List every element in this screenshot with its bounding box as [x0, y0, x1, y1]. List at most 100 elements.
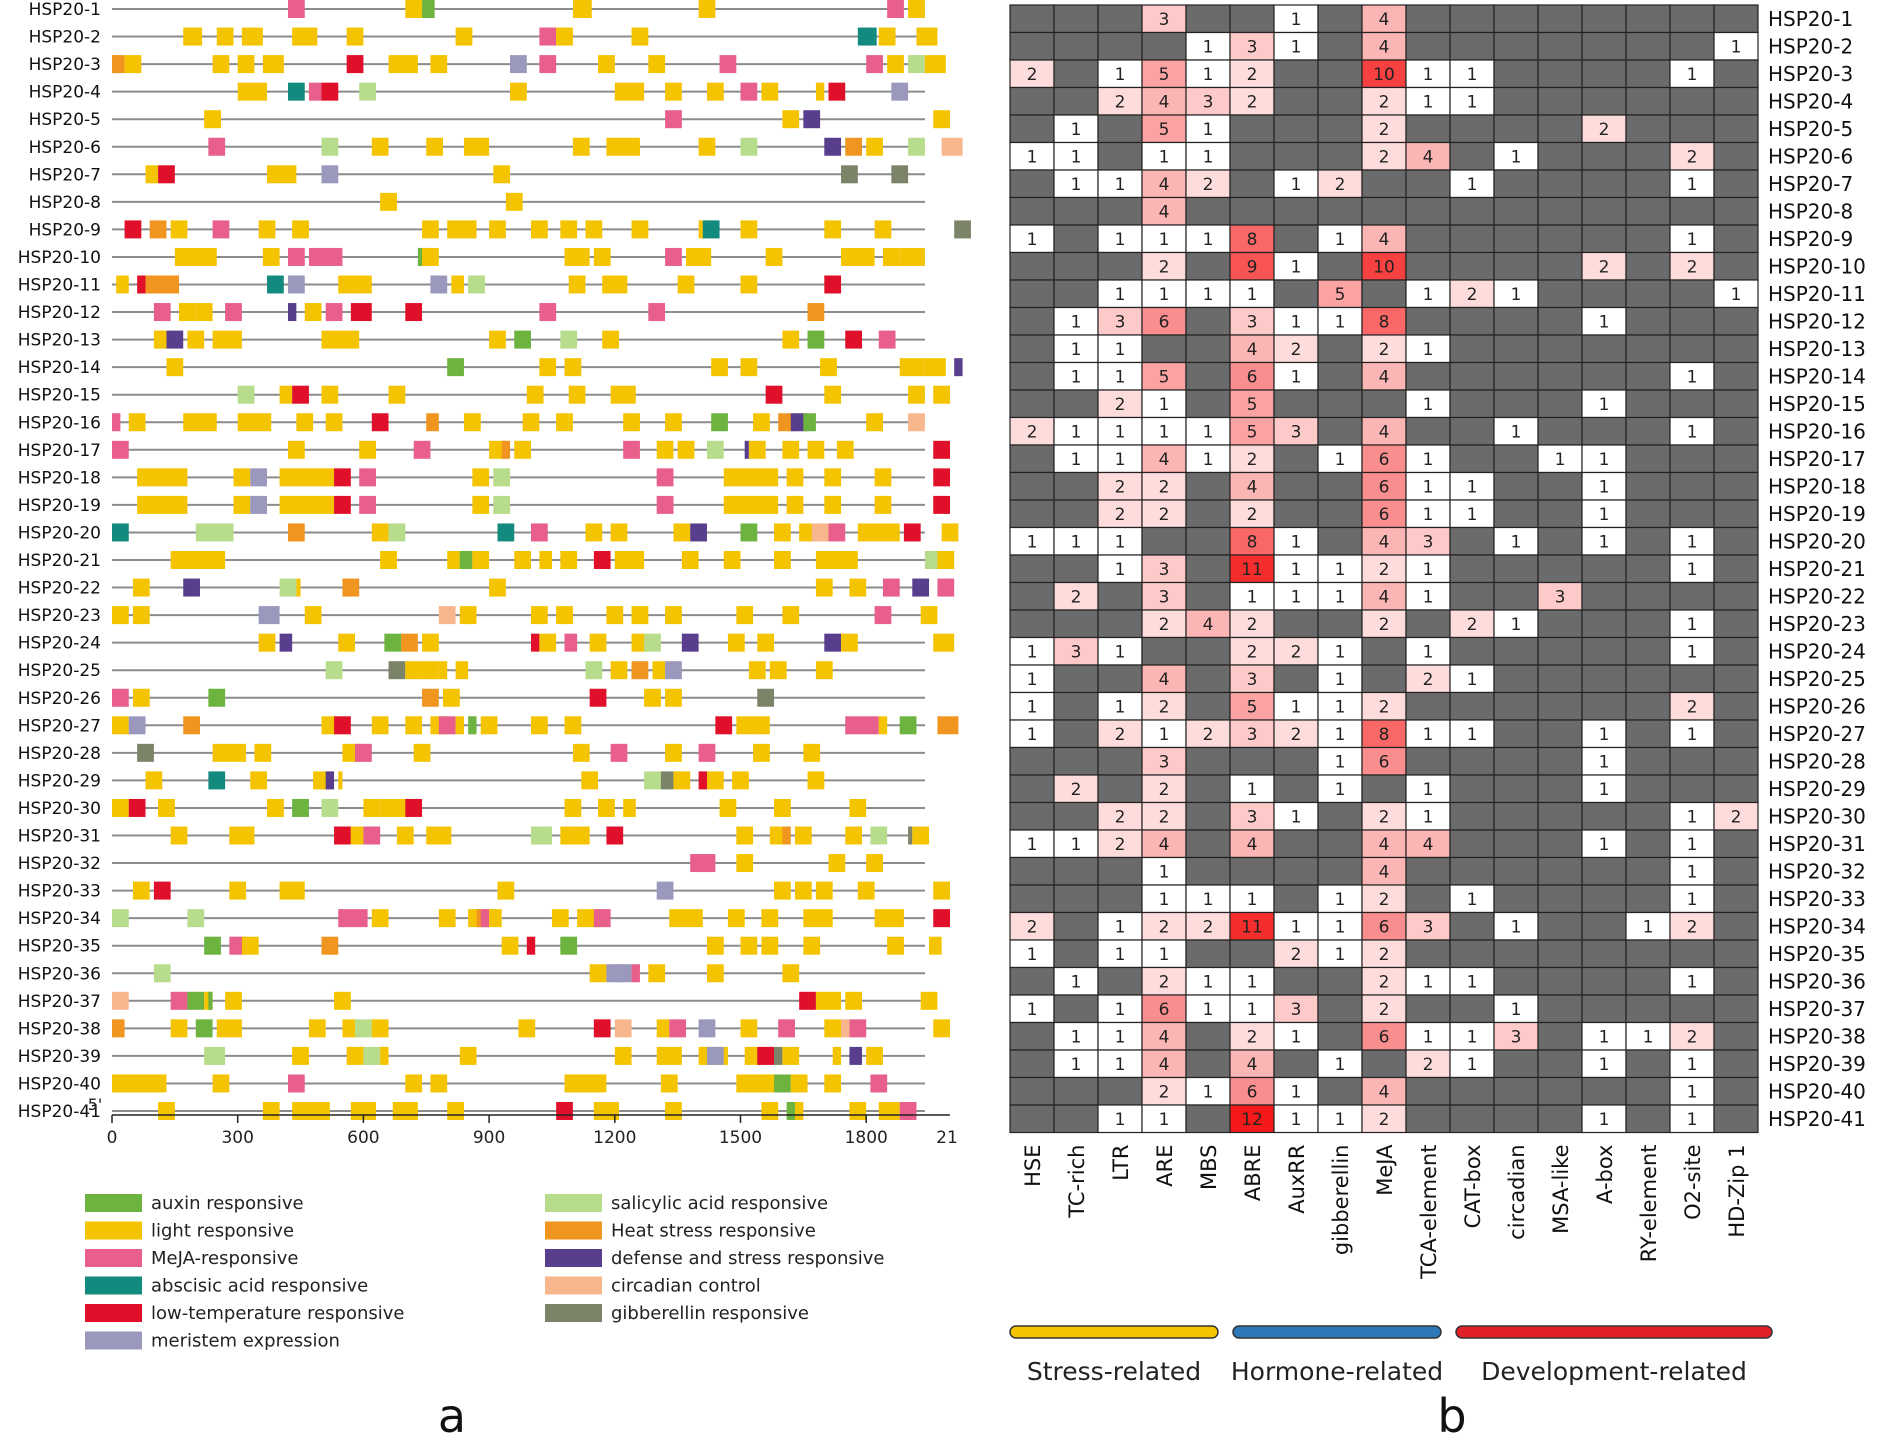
gene-label: HSP20-1 — [29, 0, 101, 20]
element-light — [568, 385, 586, 404]
element-light — [769, 661, 787, 680]
heatmap-cell — [1625, 4, 1671, 34]
heatmap-cell — [1493, 389, 1539, 419]
heatmap-cell — [1273, 86, 1319, 116]
heatmap-cell — [1669, 636, 1715, 666]
cell-value: 1 — [1423, 340, 1434, 360]
heatmap-cell — [1185, 31, 1231, 61]
heatmap-cell — [1185, 719, 1231, 749]
heatmap-column-label: A-box — [1593, 1145, 1617, 1204]
element-meja — [866, 55, 883, 74]
gene-label: HSP20-28 — [18, 744, 101, 764]
heatmap-cell — [1493, 499, 1539, 529]
element-light — [292, 1046, 309, 1065]
element-light — [250, 771, 268, 790]
heatmap-cell — [1625, 114, 1671, 144]
cell-value: 1 — [1027, 642, 1038, 662]
heatmap-cell — [1229, 114, 1275, 144]
element-meja — [359, 468, 376, 487]
element-light — [585, 523, 603, 542]
element-defense — [824, 633, 842, 652]
legend-swatch-gib — [545, 1304, 602, 1322]
element-light — [556, 606, 573, 625]
heatmap-cell — [1361, 526, 1407, 556]
heatmap-cell — [1009, 719, 1055, 749]
heatmap-cell — [1273, 224, 1319, 254]
heatmap-cell — [1185, 609, 1231, 639]
promoter-rows: HSP20-1HSP20-2HSP20-3HSP20-4HSP20-5HSP20… — [18, 0, 971, 1122]
heatmap-cell — [1273, 746, 1319, 776]
heatmap-cell — [1229, 1076, 1275, 1106]
heatmap-cell — [1141, 1076, 1187, 1106]
heatmap-cell — [1713, 581, 1759, 611]
element-circadian — [811, 523, 829, 542]
cell-value: 1 — [1335, 752, 1346, 772]
element-light — [727, 909, 745, 928]
element-light — [132, 688, 150, 707]
heatmap-cell — [1625, 801, 1671, 831]
element-light — [824, 468, 842, 487]
element-light — [656, 1019, 670, 1038]
element-light — [677, 275, 695, 294]
element-lowtemp — [334, 716, 351, 735]
heatmap-cell — [1493, 59, 1539, 89]
element-light — [371, 909, 389, 928]
element-meja — [112, 440, 129, 459]
element-meja — [308, 82, 322, 101]
cell-value: 1 — [1687, 807, 1698, 827]
heatmap-cell — [1449, 609, 1495, 639]
heatmap-cell — [1097, 691, 1143, 721]
element-light — [660, 1074, 678, 1093]
heatmap-cell — [1273, 664, 1319, 694]
heatmap-cell — [1053, 279, 1099, 309]
element-light — [723, 468, 779, 487]
element-circadian — [112, 991, 129, 1010]
heatmap-cell — [1625, 334, 1671, 364]
heatmap-cell — [1493, 746, 1539, 776]
heatmap-cell — [1405, 746, 1451, 776]
cell-value: 1 — [1291, 10, 1302, 30]
heatmap-cell — [1009, 196, 1055, 226]
element-light — [229, 881, 247, 900]
heatmap-column-labels: HSE TC-rich LTR ARE MBS ABRE AuxRR gibberellin M… — [1021, 1144, 1749, 1280]
cell-value: 1 — [1291, 1082, 1302, 1102]
heatmap-cell — [1449, 444, 1495, 474]
cell-value: 1 — [1423, 587, 1434, 607]
element-auxin — [204, 936, 221, 955]
element-light — [736, 1074, 779, 1093]
element-defense — [744, 440, 749, 459]
cell-value: 8 — [1247, 532, 1258, 552]
heatmap-cell — [1493, 994, 1539, 1024]
heatmap-cell — [1405, 4, 1451, 34]
element-light — [723, 551, 741, 569]
heatmap-cell — [1097, 471, 1143, 501]
heatmap-cell — [1053, 4, 1099, 34]
cell-value: 1 — [1335, 560, 1346, 580]
heatmap-cell — [1273, 279, 1319, 309]
cell-value: 1 — [1643, 917, 1654, 937]
element-light — [719, 798, 737, 817]
element-light — [112, 716, 129, 735]
element-meristem — [321, 165, 339, 184]
element-sa — [355, 1019, 372, 1038]
heatmap-cell — [1449, 581, 1495, 611]
element-meja — [740, 82, 758, 101]
heatmap-cell — [1625, 911, 1671, 941]
element-light — [279, 881, 305, 900]
cell-value: 2 — [1423, 1055, 1434, 1075]
cell-value: 3 — [1159, 752, 1170, 772]
heatmap-cell — [1493, 884, 1539, 914]
heatmap-cell — [1449, 746, 1495, 776]
heatmap-cell — [1713, 746, 1759, 776]
element-auxin — [447, 358, 464, 377]
heatmap-cell — [1053, 196, 1099, 226]
heatmap-cell — [1097, 526, 1143, 556]
x-start-label: 5' — [88, 1095, 103, 1114]
heatmap-cell — [1449, 994, 1495, 1024]
cell-value: 9 — [1247, 257, 1258, 277]
element-sa — [279, 578, 297, 597]
heatmap-cell — [1273, 141, 1319, 171]
element-light — [933, 1019, 950, 1038]
cell-value: 1 — [1291, 257, 1302, 277]
element-light — [610, 661, 628, 680]
